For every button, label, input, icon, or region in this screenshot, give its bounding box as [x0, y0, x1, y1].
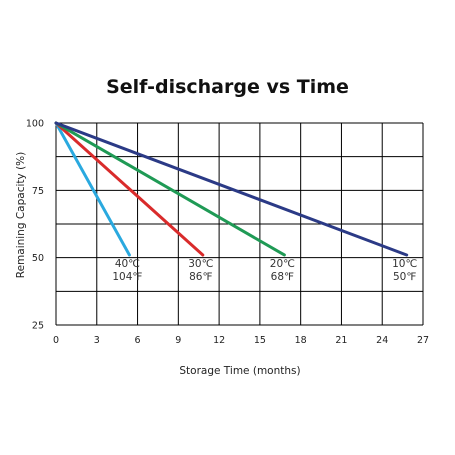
series-label-fahrenheit: 104℉	[112, 271, 142, 283]
series-line	[54, 121, 409, 257]
x-tick-label: 12	[213, 335, 225, 346]
series-label-fahrenheit: 50℉	[393, 271, 416, 283]
series-line	[54, 121, 205, 257]
x-tick-label: 6	[135, 335, 141, 346]
grid	[55, 122, 424, 326]
series-label-celsius: 20℃	[270, 258, 295, 270]
x-tick-label: 27	[417, 335, 429, 346]
x-axis-title: Storage Time (months)	[179, 365, 300, 377]
series-line	[54, 121, 131, 257]
y-tick-label: 75	[32, 186, 44, 197]
series-label-celsius: 40℃	[115, 258, 140, 270]
series-label-celsius: 30℃	[188, 258, 213, 270]
series-label-fahrenheit: 68℉	[271, 271, 294, 283]
x-tick-label: 24	[376, 335, 388, 346]
chart-title: Self-discharge vs Time	[106, 76, 349, 98]
x-tick-label: 0	[53, 335, 59, 346]
y-axis-ticks: 25 50 75 100	[26, 119, 44, 332]
y-tick-label: 50	[32, 253, 44, 264]
x-tick-label: 18	[295, 335, 307, 346]
series-label-celsius: 10℃	[392, 258, 417, 270]
series-line	[54, 121, 286, 257]
series-label-fahrenheit: 86℉	[189, 271, 212, 283]
series-lines	[54, 121, 409, 257]
x-tick-label: 15	[254, 335, 266, 346]
x-tick-label: 3	[94, 335, 100, 346]
x-tick-label: 9	[175, 335, 181, 346]
y-tick-label: 25	[32, 321, 44, 332]
y-axis-title: Remaining Capacity (%)	[15, 152, 27, 279]
x-tick-label: 21	[335, 335, 347, 346]
x-axis-ticks: 0 3 6 9 12 15 18 21 24 27	[53, 335, 429, 346]
y-tick-label: 100	[26, 119, 44, 130]
